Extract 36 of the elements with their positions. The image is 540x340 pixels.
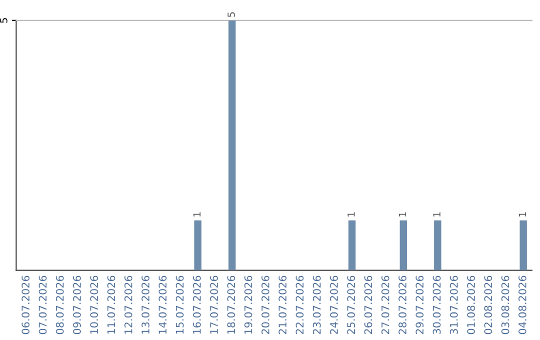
x-tick-label: 30.07.2026 — [432, 276, 441, 334]
x-tick-label: 24.07.2026 — [330, 276, 338, 334]
data-label: 1 — [193, 212, 200, 216]
data-label: 1 — [518, 212, 526, 216]
x-tick-label: 15.07.2026 — [176, 276, 184, 334]
x-tick-label: 19.07.2026 — [244, 276, 252, 334]
data-label: 1 — [348, 212, 355, 216]
x-tick-label: 26.07.2026 — [364, 276, 372, 334]
x-tick-label: 12.07.2026 — [124, 276, 132, 334]
x-tick-label: 08.07.2026 — [56, 276, 64, 334]
data-label: 1 — [399, 212, 406, 216]
x-tick-label: 01.08.2026 — [467, 276, 475, 334]
x-tick-label: 03.08.2026 — [501, 276, 510, 334]
x-tick-label: 16.07.2026 — [192, 276, 201, 334]
x-tick-label: 11.07.2026 — [107, 276, 116, 334]
x-tick-label: 29.07.2026 — [416, 276, 424, 334]
x-tick-label: 06.07.2026 — [22, 276, 30, 334]
x-tick-label: 22.07.2026 — [296, 276, 304, 334]
x-tick-label: 09.07.2026 — [73, 276, 81, 334]
x-tick-label: 04.08.2026 — [518, 276, 526, 334]
x-tick-label: 18.07.2026 — [227, 276, 236, 334]
x-tick-label: 10.07.2026 — [90, 276, 98, 334]
x-tick-label: 25.07.2026 — [347, 276, 356, 334]
x-tick-label: 02.08.2026 — [484, 276, 492, 334]
x-tick-label: 07.07.2026 — [38, 276, 47, 334]
x-tick-label: 17.07.2026 — [210, 276, 218, 334]
data-label: 5 — [228, 12, 235, 17]
x-tick-label: 20.07.2026 — [261, 276, 270, 334]
data-label: 1 — [433, 212, 440, 216]
x-tick-label: 31.07.2026 — [450, 276, 458, 334]
x-tick-label: 21.07.2026 — [278, 276, 286, 334]
x-tick-label: 27.07.2026 — [381, 276, 390, 334]
x-tick-label: 13.07.2026 — [142, 276, 150, 334]
x-tick-label: 14.07.2026 — [158, 276, 167, 334]
x-tick-label: 23.07.2026 — [312, 276, 321, 334]
x-tick-label: 28.07.2026 — [398, 276, 406, 334]
